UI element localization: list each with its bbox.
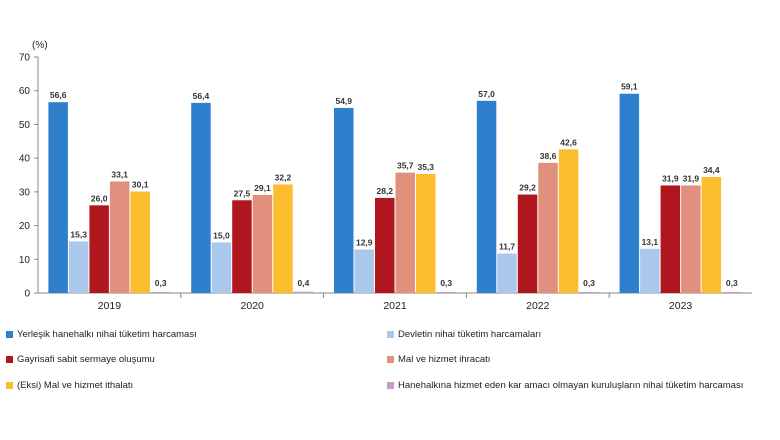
data-label: 0,3 bbox=[440, 278, 452, 288]
bar bbox=[436, 291, 456, 293]
data-label: 11,7 bbox=[499, 242, 515, 252]
data-label: 38,6 bbox=[540, 151, 557, 161]
bar bbox=[619, 93, 640, 294]
bar bbox=[48, 102, 68, 293]
bar bbox=[232, 200, 252, 293]
legend-item: (Eksi) Mal ve hizmet ithalatı bbox=[6, 380, 133, 391]
bar bbox=[640, 248, 660, 293]
bar bbox=[476, 100, 497, 293]
bar bbox=[416, 173, 436, 293]
bar bbox=[701, 177, 722, 293]
data-label: 0,4 bbox=[298, 278, 310, 288]
data-label: 29,1 bbox=[254, 183, 271, 193]
data-label: 30,1 bbox=[132, 180, 149, 190]
legend-swatch bbox=[6, 331, 13, 338]
bar bbox=[191, 102, 211, 293]
bar bbox=[150, 291, 171, 293]
legend-item: Gayrisafi sabit sermaye oluşumu bbox=[6, 354, 155, 365]
bar bbox=[68, 241, 89, 293]
data-label: 33,1 bbox=[111, 169, 128, 179]
x-axis: 2019 2020 2021 2022 2023 bbox=[38, 292, 752, 312]
legend-item: Devletin nihai tüketim harcamaları bbox=[387, 329, 541, 340]
bar-chart: (%) 0 10 20 30 40 50 60 70 2019 2020 2021 2022 2023… bbox=[19, 40, 752, 312]
unit-label: (%) bbox=[32, 40, 48, 51]
data-label: 56,6 bbox=[50, 90, 67, 100]
y-tick-label: 20 bbox=[19, 221, 31, 232]
bar bbox=[130, 191, 150, 293]
data-label: 34,4 bbox=[703, 165, 720, 175]
x-tick-label: 2021 bbox=[383, 300, 407, 312]
bars: 56,6 15,3 26,0 33,1 30,1 0,3 56,4 15,0 27,529,1 3… bbox=[48, 82, 742, 294]
legend-label: (Eksi) Mal ve hizmet ithalatı bbox=[17, 380, 134, 391]
legend: Yerleşik hanehalkı nihai tüketim harcama… bbox=[0, 326, 780, 416]
bar bbox=[354, 249, 374, 293]
data-label: 0,3 bbox=[726, 278, 738, 288]
data-label: 42,6 bbox=[560, 137, 577, 147]
bar bbox=[497, 253, 517, 293]
data-label: 28,2 bbox=[376, 186, 393, 196]
legend-item: Hanehalkına hizmet eden kar amacı olmaya… bbox=[387, 380, 743, 391]
x-tick-label: 2019 bbox=[98, 300, 122, 312]
bar bbox=[517, 194, 538, 293]
data-label: 27,5 bbox=[234, 188, 251, 198]
bar bbox=[722, 291, 742, 293]
bar bbox=[538, 162, 558, 293]
bar bbox=[395, 172, 415, 293]
data-label: 31,9 bbox=[662, 173, 679, 183]
bar bbox=[109, 181, 130, 293]
data-label: 31,9 bbox=[683, 173, 700, 183]
data-label: 32,2 bbox=[275, 172, 292, 182]
x-tick-label: 2022 bbox=[526, 300, 550, 312]
legend-label: Yerleşik hanehalkı nihai tüketim harcama… bbox=[17, 329, 197, 340]
data-label: 59,1 bbox=[621, 82, 638, 92]
data-label: 56,4 bbox=[193, 91, 210, 101]
legend-swatch bbox=[387, 382, 394, 389]
bar bbox=[293, 291, 314, 293]
data-label: 15,0 bbox=[213, 230, 230, 240]
legend-label: Hanehalkına hizmet eden kar amacı olmaya… bbox=[398, 380, 744, 391]
legend-item: Yerleşik hanehalkı nihai tüketim harcama… bbox=[6, 329, 197, 340]
bar bbox=[211, 242, 232, 293]
bar bbox=[89, 205, 109, 293]
data-label: 35,3 bbox=[417, 162, 434, 172]
bar bbox=[681, 185, 701, 293]
data-label: 54,9 bbox=[335, 96, 352, 106]
data-label: 29,2 bbox=[519, 183, 536, 193]
y-tick-label: 70 bbox=[19, 53, 31, 64]
legend-label: Devletin nihai tüketim harcamaları bbox=[398, 329, 542, 340]
legend-swatch bbox=[6, 356, 13, 363]
data-label: 0,3 bbox=[155, 278, 167, 288]
data-label: 0,3 bbox=[583, 278, 595, 288]
y-tick-label: 30 bbox=[19, 187, 31, 198]
data-label: 12,9 bbox=[356, 238, 373, 248]
y-tick-label: 50 bbox=[19, 120, 31, 131]
bar bbox=[334, 107, 354, 293]
data-label: 15,3 bbox=[70, 229, 87, 239]
bar bbox=[579, 291, 599, 293]
data-label: 13,1 bbox=[642, 237, 659, 247]
data-label: 26,0 bbox=[91, 193, 108, 203]
legend-swatch bbox=[387, 331, 394, 338]
legend-swatch bbox=[6, 382, 13, 389]
legend-label: Mal ve hizmet ihracatı bbox=[398, 354, 491, 365]
bar bbox=[273, 184, 293, 293]
y-tick-label: 10 bbox=[19, 255, 31, 266]
x-tick-label: 2023 bbox=[669, 300, 693, 312]
bar bbox=[660, 185, 681, 293]
y-axis: 0 10 20 30 40 50 60 70 bbox=[19, 53, 39, 300]
x-tick-label: 2020 bbox=[241, 300, 265, 312]
data-label: 35,7 bbox=[397, 161, 414, 171]
bar bbox=[252, 194, 273, 293]
y-tick-label: 0 bbox=[24, 289, 30, 300]
legend-swatch bbox=[387, 356, 394, 363]
bar bbox=[558, 149, 579, 293]
legend-item: Mal ve hizmet ihracatı bbox=[387, 354, 490, 365]
y-tick-label: 40 bbox=[19, 154, 31, 165]
legend-label: Gayrisafi sabit sermaye oluşumu bbox=[17, 354, 155, 365]
data-label: 57,0 bbox=[478, 89, 495, 99]
y-tick-label: 60 bbox=[19, 86, 31, 97]
bar bbox=[375, 197, 395, 293]
